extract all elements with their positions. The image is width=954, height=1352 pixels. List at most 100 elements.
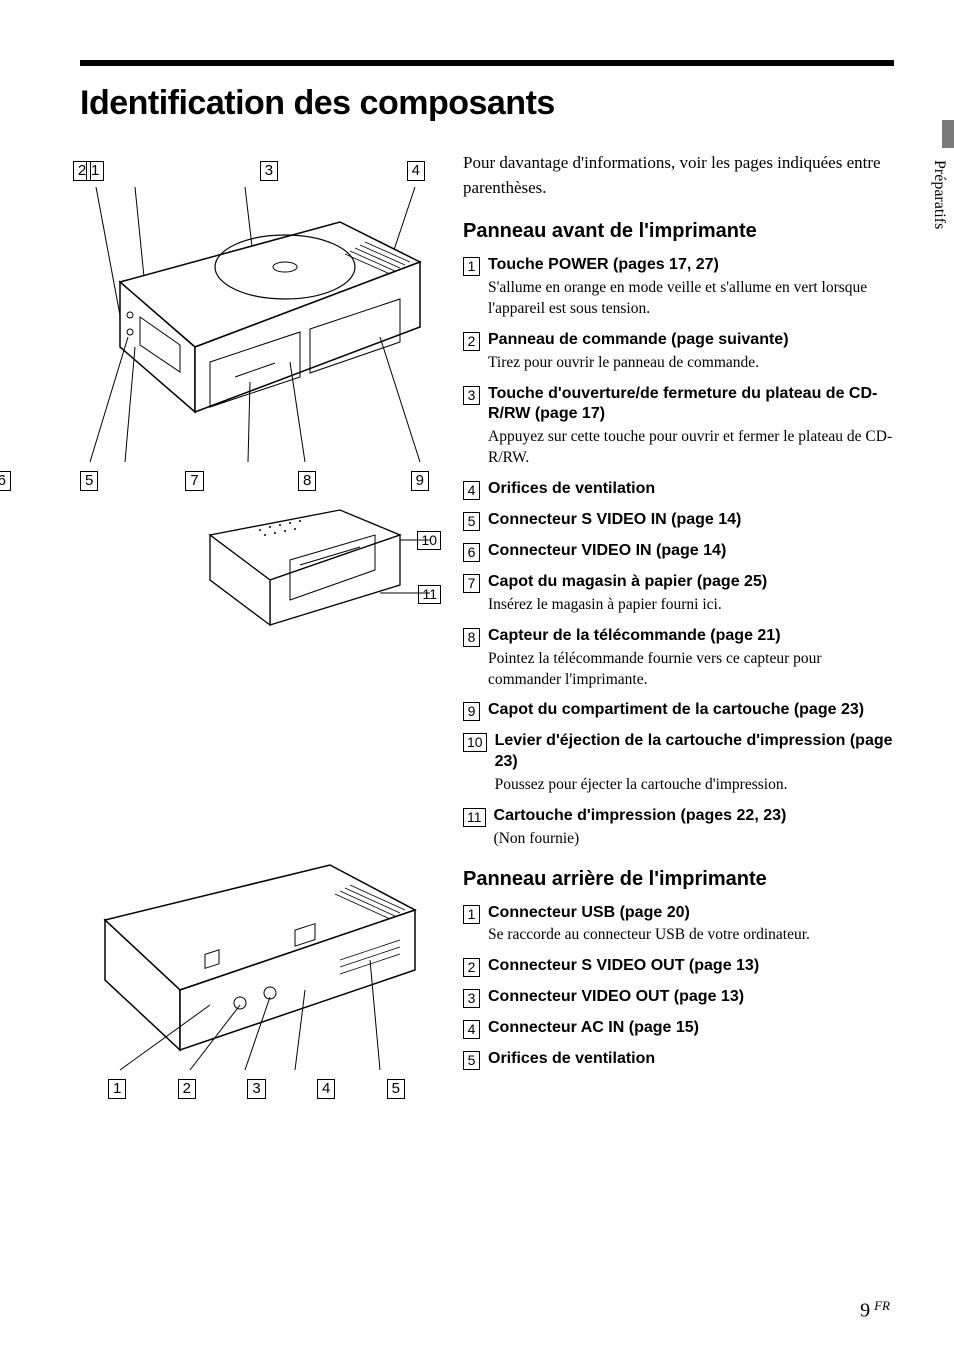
diagram-rear: 1 2 3 4 5	[80, 855, 435, 1099]
item-body: Touche d'ouverture/de fermeture du plate…	[488, 384, 894, 469]
item-number-box: 1	[463, 905, 480, 924]
item-title: Connecteur S VIDEO OUT (page 13)	[488, 956, 894, 977]
item-body: Connecteur AC IN (page 15)	[488, 1018, 894, 1039]
list-item: 2 Connecteur S VIDEO OUT (page 13)	[463, 956, 894, 977]
item-description: Insérez le magasin à papier fourni ici.	[488, 595, 894, 616]
item-number-box: 3	[463, 989, 480, 1008]
item-description: S'allume en orange en mode veille et s'a…	[488, 278, 894, 320]
item-number-box: 4	[463, 1020, 480, 1039]
list-item: 4 Orifices de ventilation	[463, 479, 894, 500]
cartridge-svg	[200, 505, 435, 635]
item-title: Cartouche d'impression (pages 22, 23)	[494, 806, 894, 827]
callout-box: 2	[73, 161, 91, 181]
list-item: 9 Capot du compartiment de la cartouche (…	[463, 700, 894, 721]
callout-box: 9	[411, 471, 429, 491]
list-item: 6Connecteur VIDEO IN (page 14)	[463, 541, 894, 562]
list-item: 8 Capteur de la télécommande (page 21)Poi…	[463, 626, 894, 691]
list-item: 3 Touche d'ouverture/de fermeture du plat…	[463, 384, 894, 469]
printer-rear-svg	[80, 855, 435, 1075]
list-item: 7 Capot du magasin à papier (page 25)Insé…	[463, 572, 894, 616]
content-columns: 1 2 3 4	[80, 151, 894, 1099]
page-number: 9	[860, 1299, 870, 1321]
list-item: 1 Touche POWER (pages 17, 27)S'allume en …	[463, 255, 894, 320]
page-footer: 9 FR	[860, 1298, 890, 1322]
list-item: 5 Orifices de ventilation	[463, 1049, 894, 1070]
item-description: Appuyez sur cette touche pour ouvrir et …	[488, 427, 894, 469]
item-number-box: 7	[463, 574, 480, 593]
item-number-box: 2	[463, 332, 480, 351]
item-title: Connecteur VIDEO IN (page 14)	[488, 541, 894, 562]
item-number-box: 1	[463, 257, 480, 276]
item-description: Pointez la télécommande fournie vers ce …	[488, 649, 894, 691]
item-number-box: 9	[463, 702, 480, 721]
callout-box: 1	[108, 1079, 126, 1099]
item-body: Touche POWER (pages 17, 27)S'allume en o…	[488, 255, 894, 320]
item-title: Panneau de commande (page suivante)	[488, 330, 894, 351]
callout-box: 5	[80, 471, 98, 491]
list-item: 4 Connecteur AC IN (page 15)	[463, 1018, 894, 1039]
side-tab-bar	[942, 120, 954, 148]
callout-box: 2	[178, 1079, 196, 1099]
side-tab-label: Préparatifs	[930, 160, 948, 229]
item-body: Connecteur VIDEO OUT (page 13)	[488, 987, 894, 1008]
item-body: Panneau de commande (page suivante)Tirez…	[488, 330, 894, 374]
printer-front-svg	[80, 187, 435, 467]
item-body: Levier d'éjection de la cartouche d'impr…	[495, 731, 894, 796]
front-callout-row-bottom: 5 6 7 8 9	[80, 467, 435, 491]
callout-box: 6	[0, 471, 11, 491]
right-column: Pour davantage d'informations, voir les …	[463, 151, 894, 1099]
callout-box: 4	[317, 1079, 335, 1099]
list-item: 5 Connecteur S VIDEO IN (page 14)	[463, 510, 894, 531]
section-front-heading: Panneau avant de l'imprimante	[463, 220, 894, 243]
item-title: Orifices de ventilation	[488, 479, 894, 500]
item-body: Connecteur USB (page 20)Se raccorde au c…	[488, 903, 894, 947]
item-title: Touche d'ouverture/de fermeture du plate…	[488, 384, 894, 426]
section-rear-heading: Panneau arrière de l'imprimante	[463, 868, 894, 891]
item-number-box: 3	[463, 386, 480, 405]
item-number-box: 10	[463, 733, 487, 752]
item-number-box: 4	[463, 481, 480, 500]
item-number-box: 5	[463, 512, 480, 531]
item-description: (Non fournie)	[494, 829, 894, 850]
item-title: Connecteur USB (page 20)	[488, 903, 894, 924]
callout-box: 8	[298, 471, 316, 491]
callout-box: 11	[418, 585, 441, 604]
front-items-list: 1 Touche POWER (pages 17, 27)S'allume en …	[463, 255, 894, 849]
callout-box: 5	[387, 1079, 405, 1099]
item-title: Capteur de la télécommande (page 21)	[488, 626, 894, 647]
item-title: Levier d'éjection de la cartouche d'impr…	[495, 731, 894, 773]
item-title: Connecteur VIDEO OUT (page 13)	[488, 987, 894, 1008]
callout-box: 10	[417, 531, 441, 550]
callout-box: 7	[185, 471, 203, 491]
item-title: Touche POWER (pages 17, 27)	[488, 255, 894, 276]
diagram-front: 1 2 3 4	[80, 161, 435, 635]
item-body: Connecteur S VIDEO IN (page 14)	[488, 510, 894, 531]
item-body: Capot du compartiment de la cartouche (p…	[488, 700, 894, 721]
title-rule	[80, 60, 894, 66]
item-body: Connecteur VIDEO IN (page 14)	[488, 541, 894, 562]
rear-items-list: 1 Connecteur USB (page 20)Se raccorde au …	[463, 903, 894, 1071]
item-title: Connecteur AC IN (page 15)	[488, 1018, 894, 1039]
side-tab: Préparatifs	[914, 120, 954, 260]
item-number-box: 2	[463, 958, 480, 977]
item-title: Orifices de ventilation	[488, 1049, 894, 1070]
item-body: Cartouche d'impression (pages 22, 23)(No…	[494, 806, 894, 850]
diagram-cartridge: 10 11	[200, 505, 435, 635]
item-title: Connecteur S VIDEO IN (page 14)	[488, 510, 894, 531]
item-body: Orifices de ventilation	[488, 479, 894, 500]
page-lang: FR	[874, 1298, 890, 1313]
item-body: Capteur de la télécommande (page 21)Poin…	[488, 626, 894, 691]
item-body: Orifices de ventilation	[488, 1049, 894, 1070]
item-description: Poussez pour éjecter la cartouche d'impr…	[495, 775, 894, 796]
intro-text: Pour davantage d'informations, voir les …	[463, 151, 894, 200]
page-title: Identification des composants	[80, 84, 894, 123]
item-number-box: 5	[463, 1051, 480, 1070]
list-item: 3 Connecteur VIDEO OUT (page 13)	[463, 987, 894, 1008]
item-title: Capot du compartiment de la cartouche (p…	[488, 700, 894, 721]
item-number-box: 8	[463, 628, 480, 647]
item-description: Tirez pour ouvrir le panneau de commande…	[488, 353, 894, 374]
front-callout-row-top: 1 2 3 4	[80, 161, 435, 187]
item-body: Capot du magasin à papier (page 25)Insér…	[488, 572, 894, 616]
left-column: 1 2 3 4	[80, 151, 435, 1099]
list-item: 11Cartouche d'impression (pages 22, 23)(…	[463, 806, 894, 850]
